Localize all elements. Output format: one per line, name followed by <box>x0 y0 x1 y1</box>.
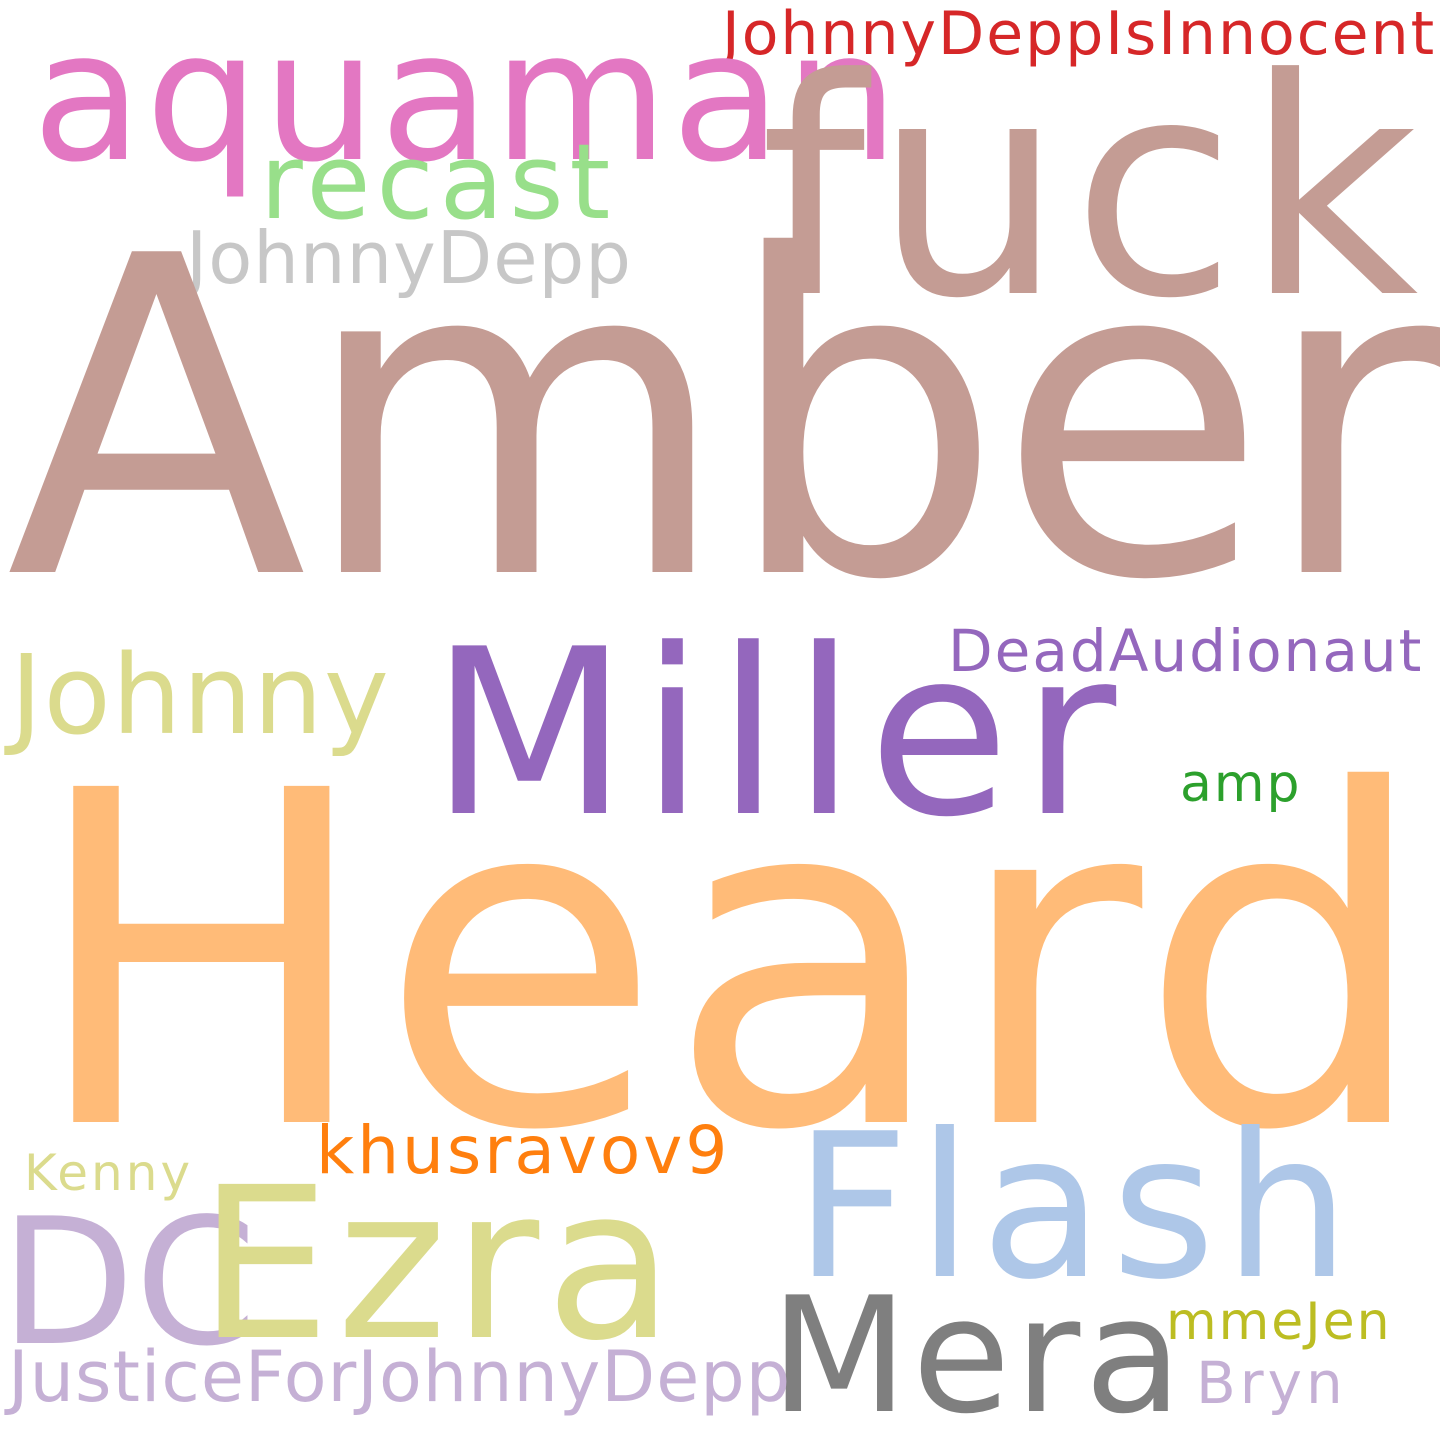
word-deadaudionaut: DeadAudionaut <box>948 617 1424 685</box>
word-amber: Amber <box>6 164 1440 676</box>
word-flash: Flash <box>794 1091 1359 1324</box>
word-recast: recast <box>260 121 617 243</box>
word-kenny: Kenny <box>24 1144 194 1202</box>
word-mmejen: mmeJen <box>1166 1292 1392 1352</box>
word-fuck: fuck <box>760 15 1427 364</box>
word-miller: Miller <box>430 601 1129 868</box>
word-johnny-depp-is-innocent: JohnnyDeppIsInnocent <box>722 0 1437 69</box>
word-johnnydepp: JohnnyDepp <box>186 216 632 300</box>
word-khusravov9: khusravov9 <box>316 1112 731 1189</box>
word-aquaman: aquaman <box>32 0 902 202</box>
word-bryn: Bryn <box>1196 1349 1347 1417</box>
word-heard: Heard <box>28 694 1435 1231</box>
word-ezra: Ezra <box>198 1142 680 1387</box>
word-dc: DC <box>0 1182 257 1385</box>
word-justiceforjohnnydepp: JusticeForJohnnyDepp <box>8 1336 792 1418</box>
word-johnny: Johnny <box>10 631 390 759</box>
word-mera: Mera <box>770 1262 1187 1440</box>
word-amp: amp <box>1180 754 1302 814</box>
